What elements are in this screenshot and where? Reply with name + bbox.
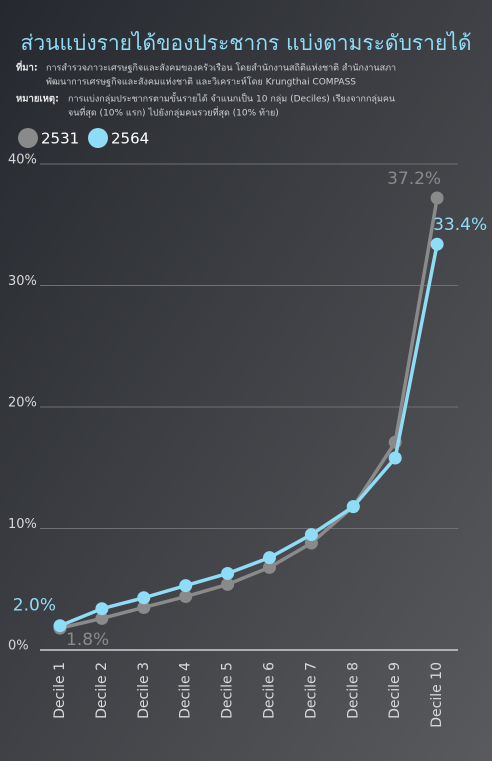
data-point	[388, 451, 402, 465]
y-tick-label: 40%	[8, 153, 37, 168]
data-point	[53, 619, 67, 633]
x-tick-label: Decile 2	[94, 662, 110, 719]
x-tick-label: Decile 3	[136, 662, 152, 719]
source-line: การสำรวจภาวะเศรษฐกิจและสังคมของครัวเรือน…	[46, 63, 396, 74]
x-tick-label: Decile 7	[303, 662, 319, 719]
value-label: 37.2%	[387, 169, 441, 189]
value-label: 33.4%	[433, 215, 487, 235]
legend-marker	[88, 128, 108, 148]
note-label: หมายเหตุ:	[16, 94, 59, 105]
x-tick-label: Decile 8	[345, 662, 361, 719]
value-label: 1.8%	[66, 630, 109, 650]
data-point	[179, 590, 193, 604]
source-label: ที่มา:	[16, 60, 38, 74]
x-tick-label: Decile 6	[262, 662, 278, 719]
data-point	[346, 500, 360, 514]
x-tick-label: Decile 5	[220, 662, 236, 719]
data-point	[263, 551, 276, 565]
legend-label: 2564	[111, 130, 149, 148]
chart-title: ส่วนแบ่งรายได้ของประชากร แบ่งตามระดับราย…	[21, 31, 472, 55]
data-point	[430, 191, 444, 205]
x-tick-label: Decile 1	[52, 662, 68, 719]
data-point	[137, 591, 151, 605]
data-point	[221, 566, 235, 580]
data-point	[179, 579, 193, 593]
x-tick-label: Decile 10	[429, 662, 445, 728]
data-point	[221, 577, 235, 591]
x-tick-label: Decile 9	[387, 662, 403, 719]
data-point	[137, 600, 151, 614]
data-point	[304, 528, 318, 542]
data-point	[95, 611, 109, 625]
series-line	[59, 197, 439, 630]
y-tick-label: 20%	[8, 396, 37, 411]
value-label: 2.0%	[13, 596, 56, 616]
source-line: พัฒนาการเศรษฐกิจและสังคมแห่งชาติ และวิเค…	[46, 76, 356, 88]
y-tick-label: 10%	[8, 517, 37, 532]
data-point	[430, 237, 444, 251]
series-line	[59, 243, 439, 628]
note-line: การแบ่งกลุ่มประชากรตามขั้นรายได้ จำแนกเป…	[68, 92, 395, 105]
y-tick-label: 30%	[8, 274, 37, 289]
legend-marker	[18, 128, 38, 148]
data-point	[95, 602, 109, 616]
note-line: จนที่สุด (10% แรก) ไปยังกลุ่มคนรวยที่สุด…	[68, 106, 279, 119]
y-tick-label: 0%	[8, 639, 29, 654]
x-tick-label: Decile 4	[178, 662, 194, 719]
data-point	[263, 560, 276, 574]
legend-label: 2531	[41, 130, 79, 148]
